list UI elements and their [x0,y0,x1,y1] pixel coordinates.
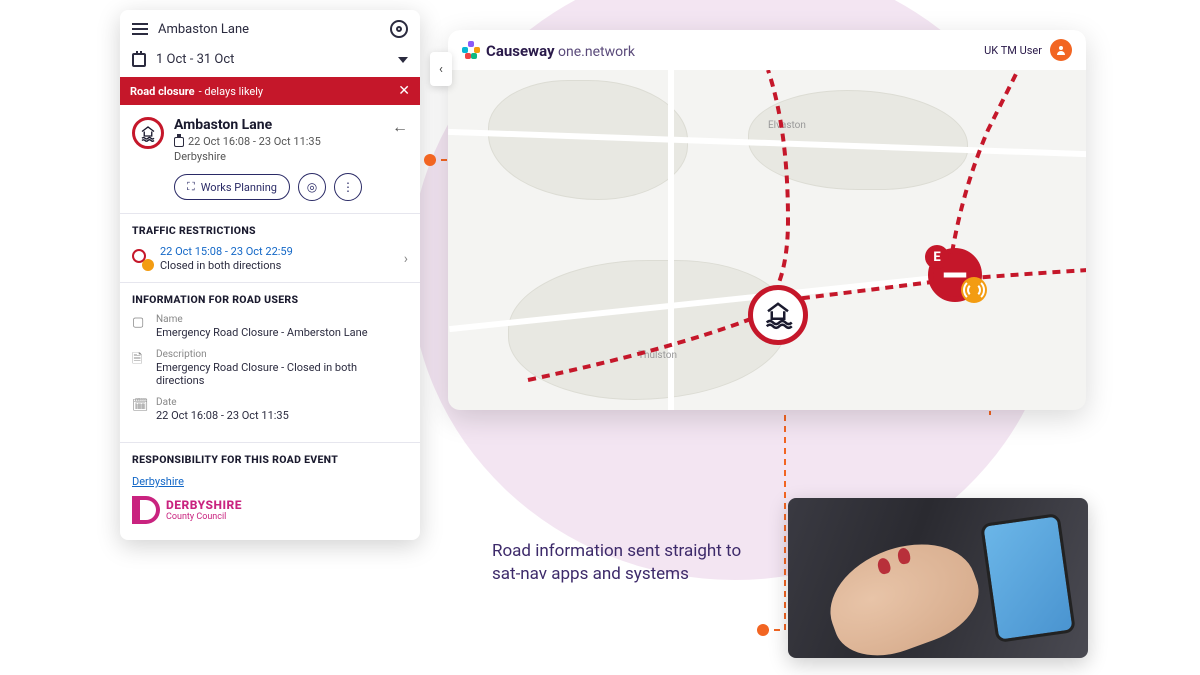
panel-topbar: Ambaston Lane [120,10,420,48]
responsibility-heading: RESPONSIBILITY FOR THIS ROAD EVENT [132,453,408,466]
map-card: Elvaston Thulston E Causeway one.network… [448,30,1086,410]
alert-banner: Road closure - delays likely ✕ [120,77,420,105]
info-date: 🗓 Date22 Oct 16:08 - 23 Oct 11:35 [132,397,408,422]
date-range-row[interactable]: 1 Oct - 31 Oct [120,48,420,77]
target-icon: ◎ [307,180,317,194]
restriction-row[interactable]: 22 Oct 15:08 - 23 Oct 22:59 Closed in bo… [132,245,408,272]
calendar-icon: 🗓 [132,398,146,422]
closure-title: Ambaston Lane [174,117,321,133]
closure-county: Derbyshire [174,150,321,163]
caption-text: Road information sent straight to sat-na… [492,540,752,586]
org-subname: County Council [166,512,242,522]
org-mark-icon [132,496,160,524]
connector-dot [757,624,769,636]
alert-bold: Road closure [130,85,195,98]
more-button[interactable]: ⋮ [334,173,362,201]
user-chip[interactable]: UK TM User [984,39,1072,61]
connector-dot [424,154,436,166]
closure-time: 22 Oct 16:08 - 23 Oct 11:35 [174,135,321,148]
chevron-right-icon: › [404,251,408,267]
restriction-times: 22 Oct 15:08 - 23 Oct 22:59 [160,245,293,258]
avatar-icon [1050,39,1072,61]
restrictions-section: TRAFFIC RESTRICTIONS 22 Oct 15:08 - 23 O… [120,213,420,282]
close-icon[interactable]: ✕ [398,83,410,99]
map-marker-emergency[interactable]: E [928,248,982,302]
info-heading: INFORMATION FOR ROAD USERS [132,293,408,306]
more-icon: ⋮ [342,180,354,194]
flood-icon [132,117,164,149]
info-description: 🗎 DescriptionEmergency Road Closure - Cl… [132,349,408,387]
responsibility-link[interactable]: Derbyshire [132,475,184,488]
details-panel: Ambaston Lane 1 Oct - 31 Oct Road closur… [120,10,420,540]
emergency-badge: E [925,245,949,269]
search-text[interactable]: Ambaston Lane [158,22,380,37]
map-header: Causeway one.network UK TM User [448,30,1086,70]
org-logo: DERBYSHIRE County Council [132,496,408,524]
user-label: UK TM User [984,44,1042,57]
restriction-desc: Closed in both directions [160,259,293,272]
map-canvas[interactable]: Elvaston Thulston E [448,70,1086,410]
info-section: INFORMATION FOR ROAD USERS ▢ NameEmergen… [120,282,420,442]
date-range-text: 1 Oct - 31 Oct [156,52,388,67]
tag-icon: ▢ [132,315,146,339]
restriction-icon [132,249,152,269]
map-marker-flood[interactable] [748,285,808,345]
calendar-icon [132,53,146,67]
doc-icon: 🗎 [132,350,146,387]
broadcast-icon [961,277,987,303]
menu-icon[interactable] [132,23,148,35]
org-name: DERBYSHIRE [166,498,242,512]
back-arrow-icon[interactable]: ← [392,117,408,137]
scan-icon: ⛶ [187,180,195,194]
collapse-panel-button[interactable]: ‹ [430,52,452,86]
action-buttons: ⛶ Works Planning ◎ ⋮ [120,169,420,213]
responsibility-section: RESPONSIBILITY FOR THIS ROAD EVENT Derby… [120,442,420,540]
works-planning-button[interactable]: ⛶ Works Planning [174,174,290,200]
target-button[interactable]: ◎ [298,173,326,201]
chevron-down-icon [398,57,408,63]
locate-icon[interactable] [390,20,408,38]
brand-mark-icon [462,41,480,59]
alert-text: - delays likely [199,85,264,98]
closure-header: Ambaston Lane 22 Oct 16:08 - 23 Oct 11:3… [120,105,420,169]
brand-logo[interactable]: Causeway one.network [462,41,635,60]
calendar-icon [174,137,184,147]
restrictions-heading: TRAFFIC RESTRICTIONS [132,224,408,237]
photo-satnav [788,498,1088,658]
info-name: ▢ NameEmergency Road Closure - Amberston… [132,314,408,339]
